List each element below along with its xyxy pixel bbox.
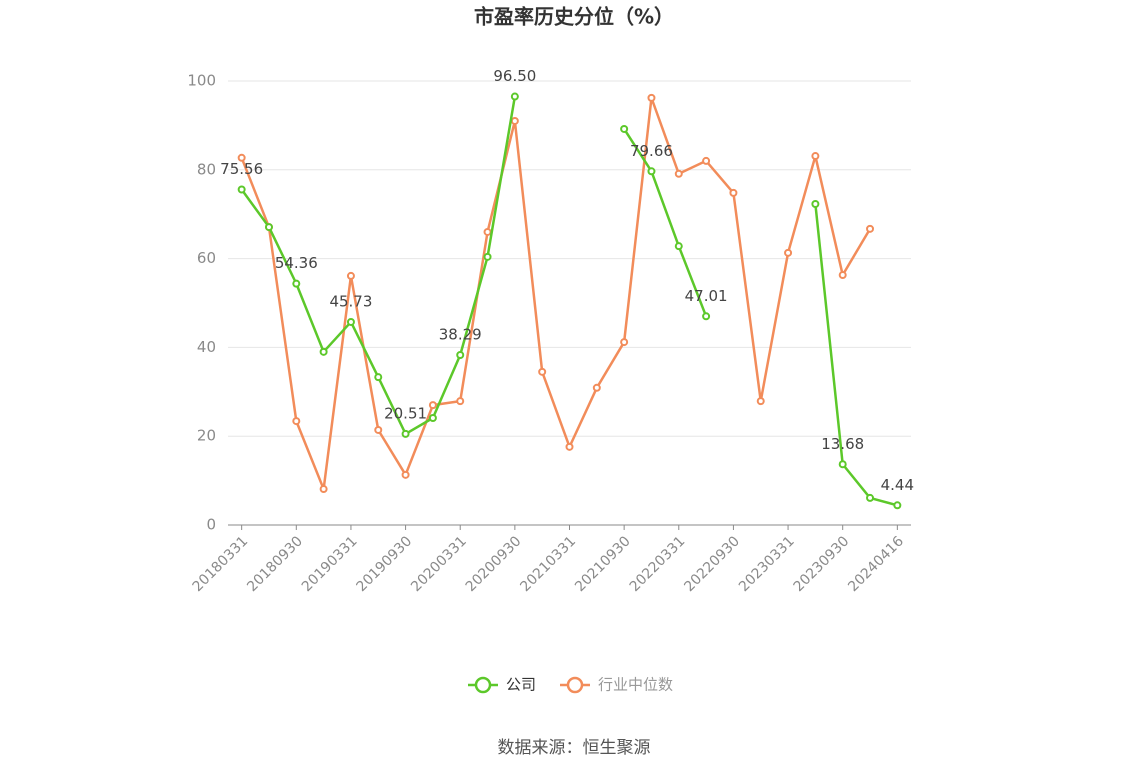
data-point bbox=[456, 397, 465, 406]
data-label: 45.73 bbox=[329, 292, 372, 310]
x-tick-label: 20200331 bbox=[408, 533, 470, 595]
data-point bbox=[428, 401, 437, 410]
data-point bbox=[510, 116, 519, 125]
data-point bbox=[620, 124, 629, 133]
y-tick-label: 60 bbox=[197, 249, 216, 267]
series-line bbox=[240, 96, 872, 491]
y-tick-label: 80 bbox=[197, 160, 216, 178]
data-label: 54.36 bbox=[275, 254, 318, 272]
data-point bbox=[674, 242, 683, 251]
data-point bbox=[374, 425, 383, 434]
data-point bbox=[729, 188, 738, 197]
data-point bbox=[483, 227, 492, 236]
x-tick-label: 20180331 bbox=[190, 533, 252, 595]
x-tick-label: 20210331 bbox=[517, 533, 579, 595]
data-point bbox=[893, 501, 902, 510]
data-point bbox=[674, 169, 683, 178]
y-tick-label: 0 bbox=[206, 516, 216, 534]
x-tick-label: 20230930 bbox=[791, 533, 853, 595]
data-label: 47.01 bbox=[685, 287, 728, 305]
data-point bbox=[702, 312, 711, 321]
data-label: 20.51 bbox=[384, 404, 427, 422]
data-point bbox=[456, 350, 465, 359]
data-point bbox=[538, 367, 547, 376]
x-tick-label: 20200930 bbox=[463, 533, 525, 595]
data-point bbox=[866, 224, 875, 233]
data-point bbox=[510, 92, 519, 101]
legend: 公司 行业中位数 bbox=[468, 676, 673, 694]
legend-marker bbox=[566, 676, 584, 694]
data-label: 79.66 bbox=[630, 142, 673, 160]
data-point bbox=[784, 248, 793, 257]
data-point bbox=[483, 252, 492, 261]
data-point bbox=[292, 279, 301, 288]
x-tick-label: 20210930 bbox=[572, 533, 634, 595]
data-point bbox=[756, 397, 765, 406]
data-point bbox=[264, 223, 273, 232]
data-point bbox=[647, 167, 656, 176]
x-tick-label: 20220331 bbox=[627, 533, 689, 595]
data-point bbox=[811, 199, 820, 208]
data-point bbox=[811, 152, 820, 161]
chart-title: 市盈率历史分位（%） bbox=[474, 5, 674, 29]
data-point bbox=[647, 93, 656, 102]
data-point bbox=[292, 417, 301, 426]
data-label: 75.56 bbox=[220, 160, 263, 178]
data-label: 38.29 bbox=[439, 325, 482, 343]
data-label: 4.44 bbox=[881, 476, 914, 494]
x-tick-label: 20230331 bbox=[736, 533, 798, 595]
x-tick-label: 20190331 bbox=[299, 533, 361, 595]
x-tick-label: 20240416 bbox=[845, 533, 907, 595]
data-point bbox=[237, 153, 246, 162]
data-point bbox=[346, 271, 355, 280]
y-tick-label: 100 bbox=[187, 72, 216, 90]
y-tick-label: 40 bbox=[197, 338, 216, 356]
data-point bbox=[319, 347, 328, 356]
x-tick-label: 20190930 bbox=[354, 533, 416, 595]
legend-marker bbox=[474, 676, 492, 694]
data-point bbox=[620, 338, 629, 347]
data-point bbox=[565, 442, 574, 451]
data-label: 96.50 bbox=[493, 67, 536, 85]
data-label: 13.68 bbox=[821, 435, 864, 453]
y-tick-label: 20 bbox=[197, 427, 216, 445]
data-point bbox=[319, 485, 328, 494]
data-point bbox=[401, 470, 410, 479]
data-point bbox=[592, 383, 601, 392]
data-point bbox=[401, 429, 410, 438]
data-point bbox=[346, 317, 355, 326]
data-point bbox=[702, 156, 711, 165]
legend-label: 公司 bbox=[506, 676, 536, 694]
source-note: 数据来源：恒生聚源 bbox=[498, 738, 651, 758]
data-point bbox=[838, 460, 847, 469]
data-point bbox=[237, 185, 246, 194]
x-tick-label: 20220930 bbox=[681, 533, 743, 595]
data-point bbox=[428, 413, 437, 422]
legend-label: 行业中位数 bbox=[598, 676, 673, 694]
data-point bbox=[374, 373, 383, 382]
data-point bbox=[866, 493, 875, 502]
data-point bbox=[838, 271, 847, 280]
x-tick-label: 20180930 bbox=[244, 533, 306, 595]
